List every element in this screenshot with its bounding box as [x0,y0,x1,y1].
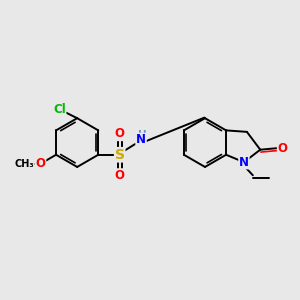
Text: O: O [115,128,125,140]
Text: H: H [138,130,147,140]
Text: N: N [239,156,249,169]
Text: S: S [115,148,125,162]
Text: N: N [136,134,146,146]
Text: CH₃: CH₃ [14,159,34,169]
Text: O: O [36,157,46,170]
Text: O: O [115,169,125,182]
Text: O: O [278,142,288,155]
Text: Cl: Cl [53,103,66,116]
